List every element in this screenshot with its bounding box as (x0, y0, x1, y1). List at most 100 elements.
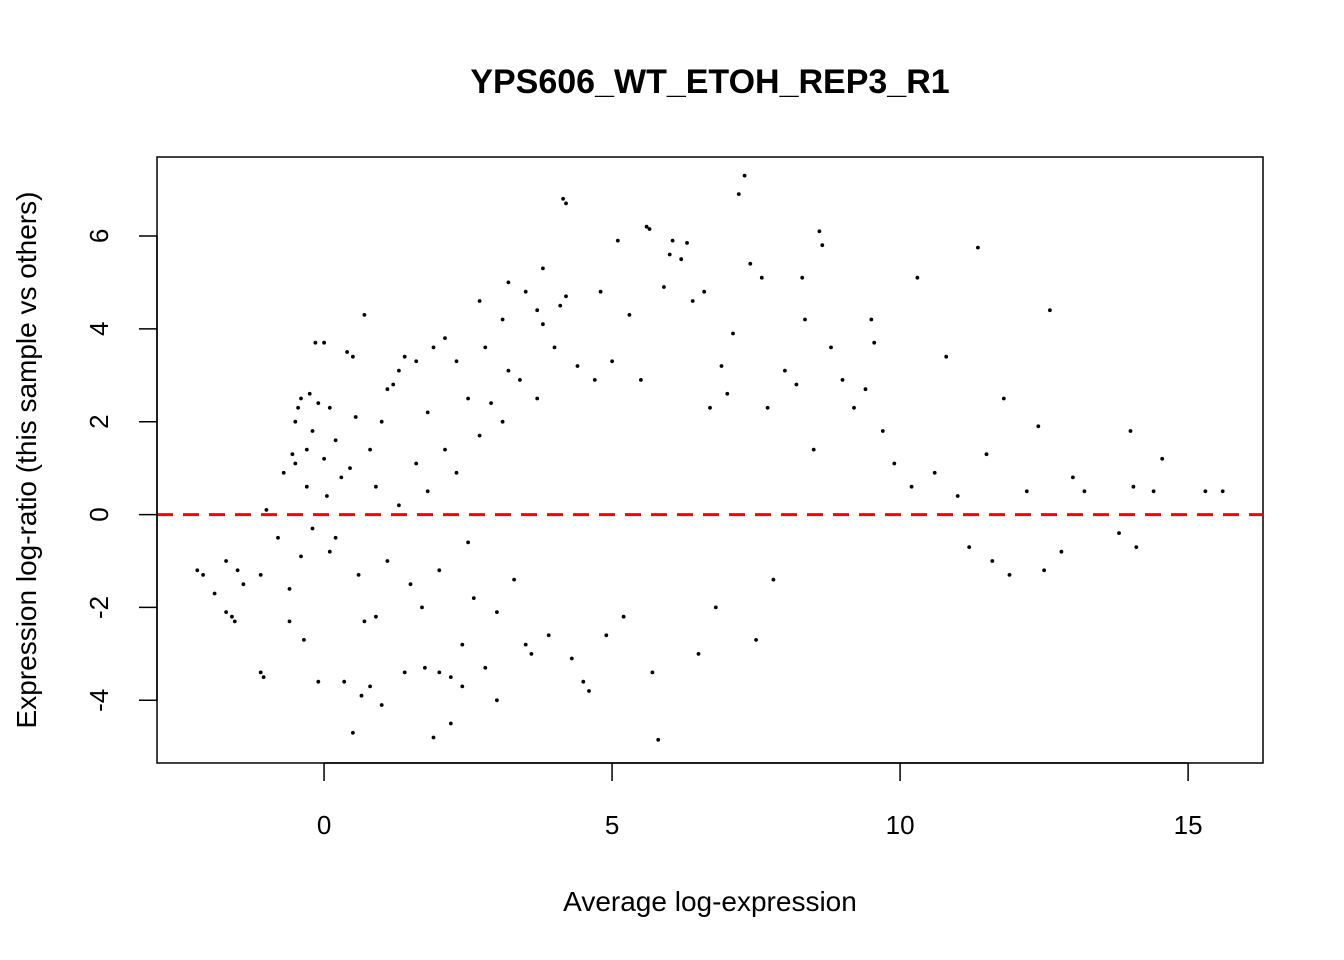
data-point (742, 173, 747, 178)
data-point (368, 684, 372, 689)
data-point (535, 396, 540, 401)
data-point (287, 619, 292, 624)
data-point (984, 452, 989, 457)
y-tick-label: -2 (84, 596, 114, 619)
data-point (483, 665, 488, 670)
data-point (304, 484, 309, 489)
data-point (558, 303, 563, 308)
data-point (1117, 531, 1121, 535)
data-point (276, 535, 280, 540)
data-point (679, 257, 684, 262)
data-point (852, 405, 856, 410)
data-point (670, 238, 675, 243)
data-point (713, 605, 718, 610)
data-point (932, 470, 937, 475)
data-point (431, 345, 436, 350)
data-point (1203, 489, 1208, 494)
data-point (512, 577, 516, 582)
data-point (348, 466, 352, 470)
data-point (523, 642, 528, 647)
data-point (374, 614, 378, 619)
data-point (316, 679, 321, 684)
x-tick-label: 10 (886, 810, 915, 840)
data-point (362, 619, 367, 624)
data-point (322, 340, 326, 345)
data-point (719, 364, 724, 368)
data-point (639, 378, 643, 382)
data-point (976, 245, 980, 250)
data-point (258, 573, 263, 577)
data-point (425, 410, 430, 415)
data-point (359, 693, 364, 698)
data-point (529, 652, 534, 656)
data-point (518, 378, 522, 382)
data-point (800, 275, 805, 280)
data-point (944, 354, 949, 359)
data-point (1131, 484, 1136, 489)
data-point (725, 391, 730, 396)
data-point (454, 470, 459, 475)
x-tick-label: 15 (1174, 810, 1203, 840)
x-tick-label: 0 (317, 810, 331, 840)
y-tick-label: -4 (84, 689, 114, 712)
data-point (316, 401, 321, 405)
data-point (397, 503, 401, 508)
data-point (296, 405, 300, 410)
data-point (627, 313, 632, 317)
data-point (351, 730, 355, 735)
data-point (310, 526, 315, 531)
data-point (466, 540, 470, 545)
data-point (408, 582, 413, 587)
data-point (561, 196, 565, 201)
data-point (290, 452, 295, 457)
data-point (803, 317, 807, 322)
data-point (1024, 489, 1029, 494)
data-point (261, 675, 266, 679)
data-point (1007, 573, 1012, 577)
data-point (293, 461, 298, 466)
data-point (587, 689, 591, 693)
y-axis: -4 -2 0 2 4 6 (84, 229, 158, 712)
data-point (327, 549, 332, 554)
data-point (212, 591, 217, 596)
data-point (909, 484, 914, 489)
data-point (302, 638, 306, 642)
data-point (483, 345, 488, 350)
data-point (1042, 568, 1046, 573)
y-axis-label: Expression log-ratio (this sample vs oth… (11, 192, 42, 729)
data-point (736, 192, 741, 197)
data-point (872, 340, 877, 345)
data-point (264, 508, 269, 512)
data-point (195, 568, 200, 573)
data-point (353, 415, 358, 419)
data-point (322, 456, 326, 461)
data-point (477, 299, 482, 303)
data-point (437, 568, 442, 573)
data-point (385, 559, 390, 563)
data-point (644, 224, 649, 229)
data-point (397, 368, 401, 373)
data-point (541, 322, 545, 327)
data-point (304, 447, 309, 452)
data-point (564, 201, 568, 206)
data-point (500, 317, 505, 322)
data-point (230, 614, 234, 619)
data-point (420, 605, 424, 610)
data-point (1151, 489, 1156, 494)
data-point (615, 238, 620, 243)
data-point (546, 633, 551, 638)
data-point (379, 419, 384, 424)
data-point (541, 266, 545, 271)
x-axis: 0 5 10 15 (317, 762, 1203, 840)
data-point (610, 359, 614, 364)
data-point (310, 429, 315, 433)
x-axis-label: Average log-expression (563, 886, 857, 917)
data-point (783, 368, 787, 373)
data-point (402, 670, 407, 675)
data-point (351, 354, 355, 359)
data-point (345, 350, 349, 354)
data-point (1160, 456, 1165, 461)
data-point (425, 489, 430, 494)
data-point (448, 675, 453, 679)
